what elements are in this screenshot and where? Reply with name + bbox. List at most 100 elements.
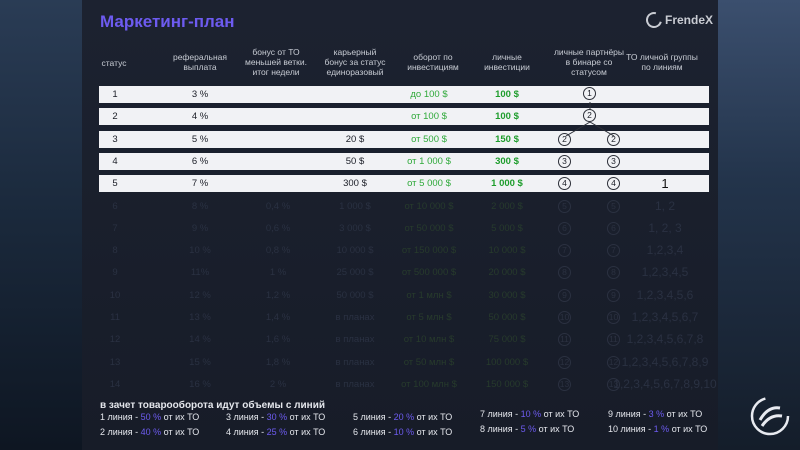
cell-invest: 30 000 $ — [488, 289, 526, 301]
column-header-line: в бинаре со — [565, 57, 613, 67]
footer-line-post: от их ТО — [414, 412, 453, 422]
partner-count-right: 6 — [607, 221, 620, 235]
column-header-line: инвестиции — [484, 62, 530, 72]
footer-line-pct: 10 % — [520, 409, 542, 419]
cell-bonus: 2 % — [269, 378, 287, 390]
table-row: 11 13 % 1,4 % в планах от 5 млн $ 50 000 $ 1,2… — [99, 309, 709, 326]
footer-line-item: 4 линия - 25 % от их ТО — [226, 427, 325, 437]
table-row: 6 8 % 0,4 % 1 000 $ от 10 000 $ 2 000 $ 1, 2 5 5 — [99, 198, 709, 215]
partner-count-right: 10 — [607, 311, 620, 324]
cell-invest: 10 000 $ — [488, 245, 526, 257]
partner-count-left: 5 — [558, 199, 571, 213]
cell-invest: 100 000 $ — [485, 356, 529, 368]
table-row: 8 10 % 0,8 % 10 000 $ от 150 000 $ 10 000 $ 1,… — [99, 242, 709, 259]
table-row: 2 4 % от 100 $ 100 $ — [99, 108, 709, 126]
cell-ref: 15 % — [189, 356, 211, 368]
footer-line-pct: 1 % — [653, 424, 670, 434]
footer-line-pre: 3 линия - — [226, 412, 267, 422]
footer-line-pct: 50 % — [140, 412, 162, 422]
column-header-line: ТО личной группы — [626, 52, 698, 62]
cell-invest: 300 $ — [495, 155, 519, 167]
cell-invest: 100 $ — [495, 111, 519, 123]
cell-ref: 13 % — [189, 312, 211, 323]
column-header-line: выплата — [183, 62, 217, 72]
partner-count-left: 3 — [558, 154, 571, 168]
cell-group: 1, 2 — [654, 198, 675, 213]
footer-line-pct: 40 % — [140, 427, 162, 437]
column-header-line: статусом — [571, 67, 607, 77]
background-building-right — [718, 0, 800, 450]
table-row: 4 6 % 50 $ от 1 000 $ 300 $ 3 3 — [99, 152, 709, 170]
cell-ref: 12 % — [189, 289, 211, 301]
cell-bonus: 1,8 % — [265, 356, 291, 368]
cell-ref: 10 % — [189, 245, 211, 257]
cell-group: 1,2,3,4,5,6,7,8,9 — [621, 354, 709, 369]
footer-line-item: 6 линия - 10 % от их ТО — [353, 427, 452, 437]
column-header-line: личные партнёры — [553, 47, 625, 57]
cell-status: 10 — [109, 289, 121, 301]
cell-invest: 2 000 $ — [491, 200, 523, 212]
column-header-line: карьерный — [333, 47, 377, 57]
table-row: 3 5 % 20 $ от 500 $ 150 $ 2 2 — [99, 130, 709, 148]
footer-line-pct: 25 % — [266, 427, 288, 437]
footer-title: в зачет товарооборота идут объемы с лини… — [100, 400, 325, 411]
cell-status: 14 — [109, 378, 121, 390]
background-city-left — [0, 0, 82, 450]
column-header-referral: реферальная выплата — [160, 52, 240, 72]
cell-turnover: от 100 млн $ — [401, 378, 457, 390]
cell-invest: 5 000 $ — [491, 222, 523, 234]
footer-line-pre: 4 линия - — [226, 427, 267, 437]
cell-group: 1,2,3,4,5 — [641, 265, 689, 280]
footer-line-pre: 1 линия - — [100, 412, 141, 422]
cell-invest: 50 000 $ — [488, 312, 526, 323]
footer-line-post: от их ТО — [414, 427, 453, 437]
partner-count-left: 12 — [558, 355, 571, 369]
cell-bonus: 1,6 % — [265, 334, 291, 346]
column-header-turnover: оборот по инвестициям — [393, 52, 473, 72]
table-row: 1 3 % до 100 $ 100 $ — [99, 86, 709, 103]
footer-line-post: от их ТО — [287, 412, 326, 422]
footer-line-pre: 5 линия - — [353, 412, 394, 422]
cell-bonus: 0,4 % — [265, 200, 291, 212]
cell-group: 1,2,3,4,5,6 — [636, 287, 694, 302]
brand-logo: FrendeX — [643, 9, 714, 31]
table-row: 9 11% 1 % 25 000 $ от 500 000 $ 20 000 $ 1,2,3… — [99, 264, 709, 281]
cell-group: 1,2,3,4,5,6,7 — [631, 310, 699, 324]
cell-bonus: 0,8 % — [265, 245, 291, 257]
cell-group: 1 — [661, 176, 669, 192]
cell-turnover: от 100 $ — [411, 111, 447, 123]
cell-career: в планах — [335, 334, 375, 346]
footer-line-post: от их ТО — [287, 427, 326, 437]
cell-invest: 150 $ — [495, 133, 519, 145]
cell-ref: 8 % — [191, 200, 209, 212]
partner-count-right: 9 — [607, 288, 620, 302]
partner-count-left: 4 — [558, 177, 571, 191]
column-header-career: карьерный бонус за статус единоразовый — [310, 47, 400, 77]
cell-group: 1,2,3,4,5,6,7,8 — [626, 332, 704, 347]
cell-group: 1,2,3,4 — [646, 243, 684, 258]
cell-status: 7 — [112, 222, 118, 234]
partner-count-left: 7 — [558, 244, 571, 258]
cell-status: 9 — [112, 267, 118, 279]
cell-status: 4 — [112, 155, 118, 167]
brand-name: FrendeX — [665, 13, 714, 27]
cell-ref: 5 % — [191, 133, 209, 145]
footer-line-pct: 30 % — [266, 412, 288, 422]
column-header-line: бонус за статус — [324, 57, 386, 67]
footer-line-item: 7 линия - 10 % от их ТО — [480, 409, 579, 419]
cell-bonus: 1,4 % — [265, 312, 291, 323]
footer-line-post: от их ТО — [541, 409, 580, 419]
cell-turnover: от 500 $ — [411, 133, 447, 145]
partner-count-left: 8 — [558, 266, 571, 280]
column-header-bonus-to: бонус от ТО меньшей ветки. итог недели — [236, 47, 316, 77]
cell-career: 20 $ — [345, 133, 365, 145]
cell-turnover: от 50 млн $ — [403, 356, 455, 368]
footer-line-post: от их ТО — [664, 409, 703, 419]
cell-career: 50 $ — [345, 155, 365, 167]
column-header-line: реферальная — [172, 52, 228, 62]
tree-node-mid: 2 — [583, 109, 596, 122]
cell-ref: 7 % — [191, 178, 209, 190]
cell-turnover: от 1 млн $ — [406, 289, 452, 301]
cell-ref: 3 % — [191, 89, 209, 100]
cell-status: 3 — [112, 133, 118, 145]
